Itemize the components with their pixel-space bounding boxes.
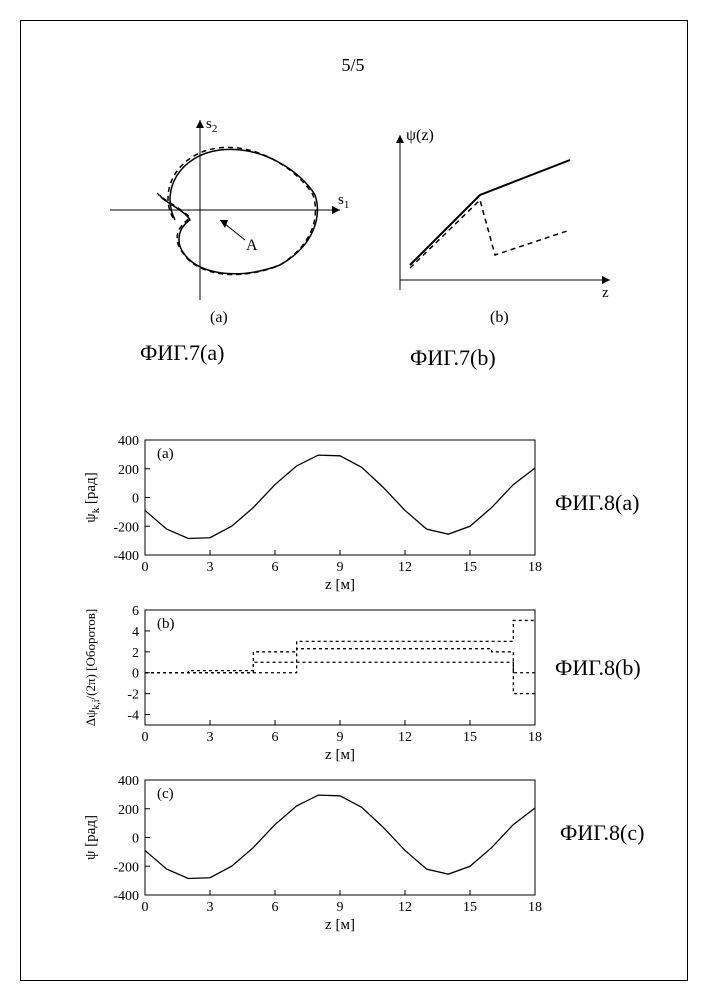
panel-sublabel: (c) — [157, 786, 174, 802]
ytick-label: -400 — [113, 889, 139, 904]
xtick-label: 0 — [142, 730, 149, 745]
fig7a-solid-curve — [160, 149, 317, 273]
ytick-label: -4 — [127, 709, 139, 724]
fig7b-solid-curve — [410, 160, 570, 265]
xtick-label: 6 — [272, 900, 279, 915]
ytick-label: 200 — [118, 803, 139, 818]
fig7a-caption: ФИГ.7(a) — [140, 340, 224, 366]
ytick-label: -2 — [127, 688, 139, 703]
xtick-label: 9 — [337, 900, 344, 915]
xtick-label: 18 — [528, 900, 542, 915]
fig7a-sub: (a) — [210, 309, 228, 326]
ylabel: ψ [рад] — [83, 815, 99, 860]
fig8a-caption: ФИГ.8(a) — [555, 490, 639, 516]
fig7a-y-arrow — [196, 120, 204, 128]
fig7b-xlabel: z — [602, 285, 609, 301]
fig7b-sub: (b) — [490, 309, 509, 326]
fig7b-y-arrow — [396, 135, 404, 143]
xlabel: z [м] — [325, 917, 355, 933]
fig7a-svg: s2 s1 A (a) — [90, 100, 350, 330]
xtick-label: 18 — [528, 560, 542, 575]
ytick-label: -200 — [113, 860, 139, 875]
page-number: 5/5 — [0, 55, 706, 76]
fig7a-ylabel: s2 — [206, 116, 217, 135]
xtick-label: 12 — [398, 560, 412, 575]
fig8c-caption: ФИГ.8(c) — [560, 820, 644, 846]
ytick-label: 400 — [118, 434, 139, 449]
xtick-label: 15 — [463, 730, 477, 745]
xtick-label: 6 — [272, 560, 279, 575]
xtick-label: 15 — [463, 560, 477, 575]
xtick-label: 3 — [207, 560, 214, 575]
fig7b-dashed-curve — [410, 200, 570, 268]
fig8-svg: 0369121518-400-2000200400z [м]ψk [рад](a… — [70, 430, 570, 940]
fig7a-pointer-arrow — [220, 220, 228, 228]
fig7b-x-arrow — [602, 276, 610, 284]
panel-sublabel: (b) — [157, 616, 175, 632]
fig7b-svg: ψ(z) z (b) — [370, 100, 630, 330]
ytick-label: 6 — [132, 604, 139, 619]
ytick-label: -200 — [113, 520, 139, 535]
xtick-label: 18 — [528, 730, 542, 745]
xlabel: z [м] — [325, 577, 355, 593]
fig7b-ylabel: ψ(z) — [406, 127, 434, 144]
xtick-label: 12 — [398, 730, 412, 745]
ytick-label: -400 — [113, 549, 139, 564]
xtick-label: 6 — [272, 730, 279, 745]
ytick-label: 0 — [132, 667, 139, 682]
xtick-label: 9 — [337, 560, 344, 575]
ylabel: ψk [рад] — [83, 472, 102, 522]
ytick-label: 0 — [132, 832, 139, 847]
xtick-label: 3 — [207, 900, 214, 915]
fig7b-caption: ФИГ.7(b) — [410, 345, 496, 371]
xtick-label: 12 — [398, 900, 412, 915]
panel-sublabel: (a) — [157, 446, 174, 462]
fig7a-xlabel: s1 — [338, 192, 349, 211]
xtick-label: 0 — [142, 560, 149, 575]
panel-frame — [145, 610, 535, 725]
ytick-label: 0 — [132, 492, 139, 507]
ytick-label: 4 — [132, 625, 139, 640]
fig8b-caption: ФИГ.8(b) — [555, 655, 641, 681]
fig7a-point-label: A — [246, 237, 258, 254]
xtick-label: 3 — [207, 730, 214, 745]
xtick-label: 15 — [463, 900, 477, 915]
ytick-label: 2 — [132, 646, 139, 661]
ytick-label: 400 — [118, 774, 139, 789]
xtick-label: 0 — [142, 900, 149, 915]
ytick-label: 200 — [118, 463, 139, 478]
xlabel: z [м] — [325, 747, 355, 763]
xtick-label: 9 — [337, 730, 344, 745]
ylabel: Δψk,i/(2π) [Оборотов] — [83, 609, 102, 727]
